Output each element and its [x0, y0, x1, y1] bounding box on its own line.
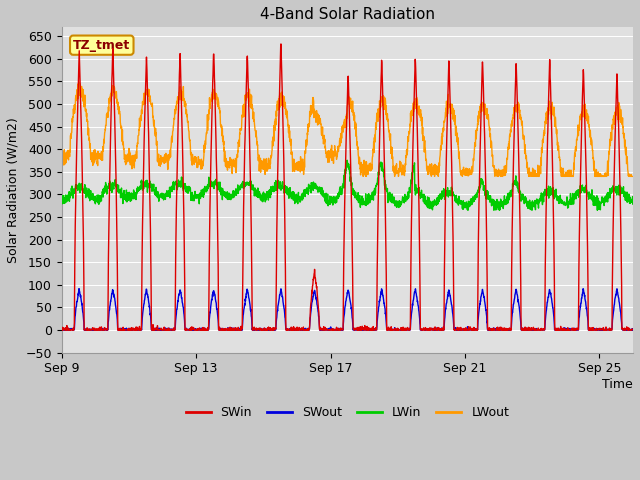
Text: TZ_tmet: TZ_tmet: [73, 39, 131, 52]
Y-axis label: Solar Radiation (W/m2): Solar Radiation (W/m2): [7, 117, 20, 263]
Legend: SWin, SWout, LWin, LWout: SWin, SWout, LWin, LWout: [180, 401, 515, 424]
X-axis label: Time: Time: [602, 378, 633, 391]
Title: 4-Band Solar Radiation: 4-Band Solar Radiation: [260, 7, 435, 22]
